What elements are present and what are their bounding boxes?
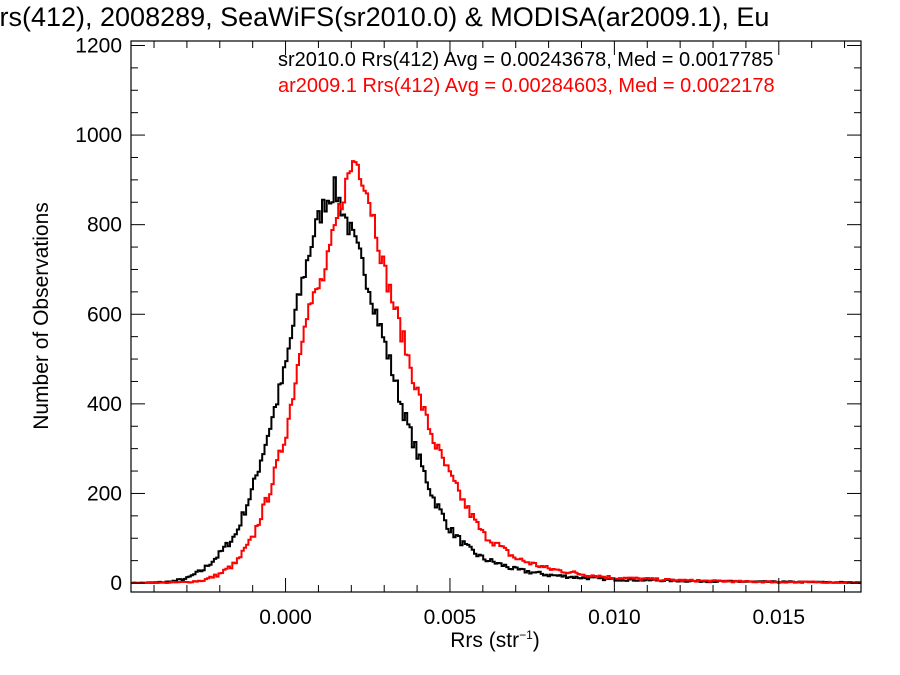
y-axis-label: Number of Observations <box>30 202 53 430</box>
y-tick-label: 1000 <box>75 124 122 147</box>
y-tick-label: 600 <box>87 303 122 326</box>
x-axis-label-text: Rrs (str <box>450 629 520 652</box>
histogram-line-0 <box>131 176 861 584</box>
series-layer <box>131 160 862 584</box>
x-tick-label: 0.005 <box>424 606 477 629</box>
y-tick-label: 400 <box>87 393 122 416</box>
series-group-1 <box>131 160 862 584</box>
x-axis-label-sup: −1 <box>519 628 533 642</box>
series-group-0 <box>131 176 861 584</box>
y-tick-label: 1200 <box>75 34 122 57</box>
legend-entry-sr2010: sr2010.0 Rrs(412) Avg = 0.00243678, Med … <box>278 49 774 71</box>
x-axis-label-end: ) <box>532 629 540 652</box>
y-tick-label: 200 <box>87 482 122 505</box>
x-tick-label: 0.000 <box>259 606 312 629</box>
y-tick-label: 800 <box>87 214 122 237</box>
x-axis-label: Rrs (str−1) <box>450 628 540 653</box>
x-tick-label: 0.015 <box>753 606 806 629</box>
x-tick-label: 0.010 <box>588 606 641 629</box>
axes-layer: 0.000 0.005 0.010 0.015 0 200 400 600 800 1000 120… <box>75 34 862 629</box>
chart-title: Rrs(412), 2008289, SeaWiFS(sr2010.0) & M… <box>0 2 770 32</box>
histogram-line-1 <box>131 160 862 584</box>
plot-frame <box>130 40 862 593</box>
y-tick-label: 0 <box>110 572 122 595</box>
legend-entry-ar2009: ar2009.1 Rrs(412) Avg = 0.00284603, Med … <box>278 75 775 97</box>
